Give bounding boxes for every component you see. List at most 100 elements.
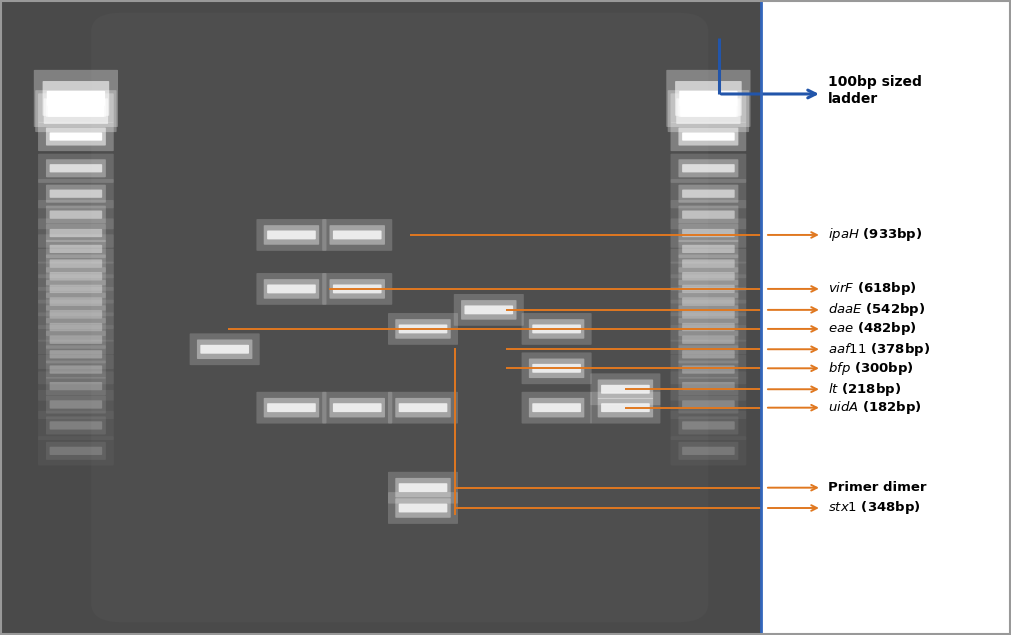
- FancyBboxPatch shape: [91, 13, 708, 622]
- FancyBboxPatch shape: [398, 504, 447, 512]
- FancyBboxPatch shape: [264, 225, 318, 244]
- FancyBboxPatch shape: [50, 311, 102, 319]
- FancyBboxPatch shape: [45, 185, 106, 203]
- FancyBboxPatch shape: [50, 284, 102, 293]
- FancyBboxPatch shape: [529, 359, 583, 378]
- FancyBboxPatch shape: [395, 398, 450, 417]
- FancyBboxPatch shape: [50, 189, 102, 197]
- FancyBboxPatch shape: [42, 81, 109, 116]
- FancyBboxPatch shape: [38, 300, 113, 329]
- FancyBboxPatch shape: [670, 249, 745, 278]
- FancyBboxPatch shape: [387, 472, 458, 504]
- FancyBboxPatch shape: [45, 293, 106, 311]
- FancyBboxPatch shape: [267, 403, 315, 412]
- FancyBboxPatch shape: [50, 297, 102, 305]
- FancyBboxPatch shape: [677, 377, 738, 395]
- FancyBboxPatch shape: [681, 351, 734, 358]
- FancyBboxPatch shape: [321, 219, 392, 251]
- FancyBboxPatch shape: [38, 179, 113, 208]
- FancyBboxPatch shape: [674, 81, 741, 116]
- FancyBboxPatch shape: [264, 398, 318, 417]
- FancyBboxPatch shape: [45, 361, 106, 378]
- FancyBboxPatch shape: [38, 234, 113, 264]
- FancyBboxPatch shape: [670, 287, 745, 316]
- FancyBboxPatch shape: [45, 224, 106, 242]
- FancyBboxPatch shape: [45, 345, 106, 363]
- FancyBboxPatch shape: [50, 132, 102, 140]
- FancyBboxPatch shape: [677, 280, 738, 298]
- Text: $\it{aaf11}$ (378bp): $\it{aaf11}$ (378bp): [827, 341, 929, 358]
- FancyBboxPatch shape: [50, 244, 102, 253]
- FancyBboxPatch shape: [670, 218, 745, 248]
- FancyBboxPatch shape: [45, 417, 106, 434]
- FancyBboxPatch shape: [670, 274, 745, 304]
- FancyBboxPatch shape: [50, 229, 102, 237]
- FancyBboxPatch shape: [453, 294, 524, 326]
- FancyBboxPatch shape: [38, 371, 113, 401]
- FancyBboxPatch shape: [50, 366, 102, 373]
- FancyBboxPatch shape: [681, 164, 734, 172]
- FancyBboxPatch shape: [45, 206, 106, 224]
- FancyBboxPatch shape: [333, 231, 381, 239]
- FancyBboxPatch shape: [681, 401, 734, 409]
- FancyBboxPatch shape: [678, 91, 737, 106]
- FancyBboxPatch shape: [681, 297, 734, 305]
- FancyBboxPatch shape: [387, 313, 458, 345]
- FancyBboxPatch shape: [38, 218, 113, 248]
- FancyBboxPatch shape: [681, 311, 734, 319]
- FancyBboxPatch shape: [45, 128, 106, 145]
- FancyBboxPatch shape: [50, 259, 102, 268]
- FancyBboxPatch shape: [464, 305, 513, 314]
- FancyBboxPatch shape: [681, 132, 734, 140]
- FancyBboxPatch shape: [521, 352, 591, 384]
- FancyBboxPatch shape: [50, 351, 102, 358]
- FancyBboxPatch shape: [38, 390, 113, 419]
- FancyBboxPatch shape: [50, 422, 102, 430]
- FancyBboxPatch shape: [45, 280, 106, 298]
- FancyBboxPatch shape: [681, 335, 734, 344]
- FancyBboxPatch shape: [256, 392, 327, 424]
- FancyBboxPatch shape: [601, 403, 649, 412]
- FancyBboxPatch shape: [256, 219, 327, 251]
- FancyBboxPatch shape: [321, 392, 392, 424]
- FancyBboxPatch shape: [677, 345, 738, 363]
- FancyBboxPatch shape: [33, 70, 118, 127]
- FancyBboxPatch shape: [50, 401, 102, 409]
- FancyBboxPatch shape: [681, 284, 734, 293]
- FancyBboxPatch shape: [670, 122, 745, 151]
- FancyBboxPatch shape: [601, 385, 649, 394]
- FancyBboxPatch shape: [681, 259, 734, 268]
- FancyBboxPatch shape: [665, 70, 750, 127]
- FancyBboxPatch shape: [529, 319, 583, 338]
- FancyBboxPatch shape: [200, 345, 249, 354]
- FancyBboxPatch shape: [670, 262, 745, 291]
- FancyBboxPatch shape: [461, 300, 516, 319]
- FancyBboxPatch shape: [677, 361, 738, 378]
- Text: $\it{ipaH}$ (933bp): $\it{ipaH}$ (933bp): [827, 227, 921, 243]
- Text: $\it{virF}$ (618bp): $\it{virF}$ (618bp): [827, 281, 916, 297]
- FancyBboxPatch shape: [670, 300, 745, 329]
- FancyBboxPatch shape: [45, 442, 106, 460]
- FancyBboxPatch shape: [675, 98, 740, 124]
- FancyBboxPatch shape: [677, 318, 738, 336]
- FancyBboxPatch shape: [38, 262, 113, 291]
- FancyBboxPatch shape: [670, 371, 745, 401]
- Text: 100bp sized
ladder: 100bp sized ladder: [827, 75, 921, 107]
- FancyBboxPatch shape: [45, 377, 106, 395]
- FancyBboxPatch shape: [677, 128, 738, 145]
- FancyBboxPatch shape: [521, 392, 591, 424]
- FancyBboxPatch shape: [398, 403, 447, 412]
- FancyBboxPatch shape: [677, 417, 738, 434]
- FancyBboxPatch shape: [45, 99, 106, 117]
- Text: $\it{stx1}$ (348bp): $\it{stx1}$ (348bp): [827, 500, 920, 516]
- FancyBboxPatch shape: [330, 225, 384, 244]
- FancyBboxPatch shape: [43, 98, 108, 124]
- FancyBboxPatch shape: [670, 312, 745, 342]
- FancyBboxPatch shape: [677, 267, 738, 285]
- FancyBboxPatch shape: [670, 93, 745, 123]
- FancyBboxPatch shape: [681, 422, 734, 430]
- FancyBboxPatch shape: [45, 318, 106, 336]
- FancyBboxPatch shape: [681, 104, 734, 112]
- FancyBboxPatch shape: [38, 249, 113, 278]
- FancyBboxPatch shape: [529, 398, 583, 417]
